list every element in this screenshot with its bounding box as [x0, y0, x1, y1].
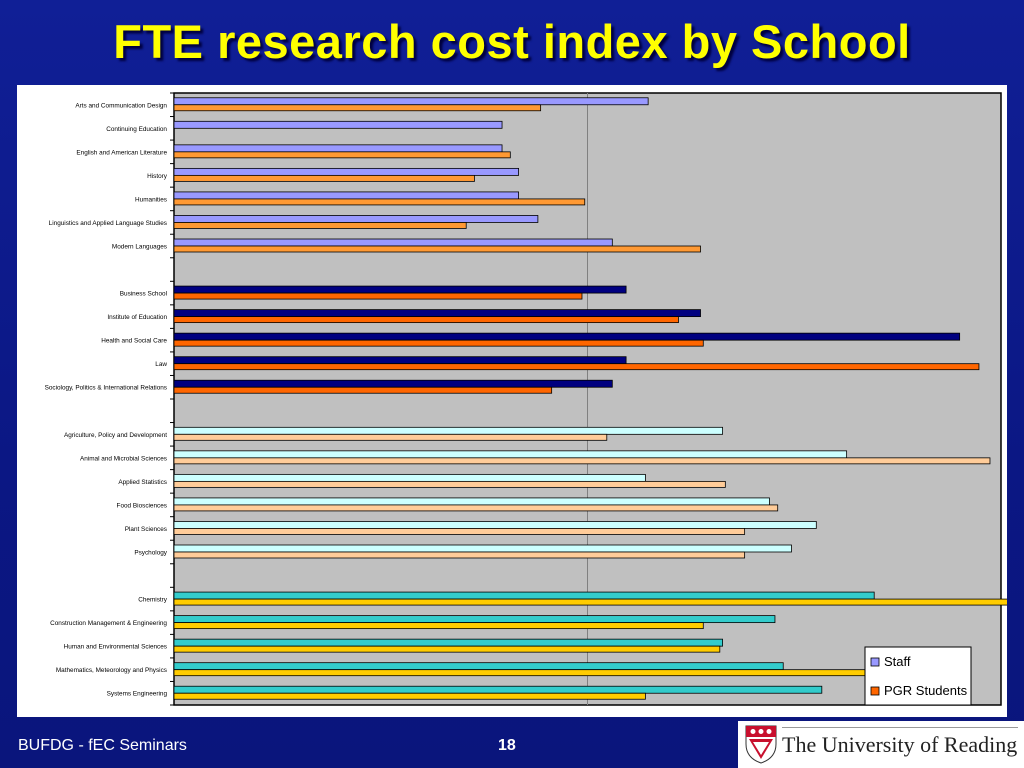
bar-pgr	[173, 551, 746, 559]
category-label: Construction Management & Engineering	[50, 620, 167, 627]
bar-pgr	[173, 292, 583, 300]
bar-pgr	[173, 504, 779, 512]
bar-staff	[173, 497, 770, 506]
bar-staff	[173, 379, 613, 388]
category-label: Psychology	[134, 550, 167, 557]
bar-staff	[173, 332, 961, 341]
bar-staff	[173, 309, 701, 318]
bar-staff	[173, 238, 613, 247]
category-label: Animal and Microbial Sciences	[80, 455, 167, 462]
bar-pgr	[173, 598, 1007, 606]
bar-staff	[173, 97, 649, 106]
bar-staff	[173, 450, 848, 459]
category-label: Continuing Education	[106, 126, 167, 133]
bar-staff	[173, 285, 627, 294]
page-number: 18	[498, 737, 516, 754]
bar-staff	[173, 215, 539, 223]
category-label: Human and Environmental Sciences	[64, 644, 167, 651]
slide-title: FTE research cost index by School	[113, 15, 911, 68]
bar-pgr	[173, 457, 991, 465]
logo-rule	[782, 727, 1018, 728]
bar-pgr	[173, 669, 916, 677]
bar-staff	[173, 426, 723, 435]
bar-staff	[173, 356, 627, 365]
bar-pgr	[173, 104, 542, 112]
bar-pgr	[173, 245, 701, 253]
category-label: English and American Literature	[76, 149, 167, 156]
bar-staff	[173, 685, 823, 694]
category-label: Business School	[120, 291, 167, 298]
bar-pgr	[173, 645, 721, 653]
bar-staff	[173, 591, 875, 600]
legend-box	[864, 646, 972, 706]
logo-text: The University of Reading	[782, 732, 1018, 757]
category-label: Applied Statistics	[118, 479, 167, 486]
bar-pgr	[173, 433, 608, 441]
category-label: Systems Engineering	[107, 691, 168, 698]
category-label: Mathematics, Meteorology and Physics	[56, 667, 167, 674]
bar-staff	[173, 544, 792, 553]
bar-staff	[173, 615, 776, 624]
category-label: Food Biosciences	[117, 502, 167, 509]
bar-pgr	[173, 151, 511, 159]
bar-pgr	[173, 174, 475, 182]
bar-staff	[173, 144, 503, 153]
category-label: Modern Languages	[112, 244, 167, 251]
bar-pgr	[173, 386, 553, 394]
legend-label-pgr: PGR Students	[884, 683, 968, 698]
chart-svg: Arts and Communication Design Continuing …	[45, 92, 1007, 706]
category-label: Health and Social Care	[101, 338, 167, 345]
category-label: Linguistics and Applied Language Studies	[49, 220, 167, 227]
category-label: Institute of Education	[107, 314, 167, 321]
category-label: Plant Sciences	[125, 526, 167, 533]
bar-pgr	[173, 480, 726, 488]
category-label: Arts and Communication Design	[75, 102, 167, 109]
bar-pgr	[173, 316, 679, 324]
category-label: Chemistry	[138, 597, 168, 604]
bar-pgr	[173, 528, 746, 535]
footer-seminar-label: BUFDG - fEC Seminars	[18, 737, 187, 754]
bar-pgr	[173, 222, 467, 229]
bar-pgr	[173, 622, 704, 630]
legend-label-staff: Staff	[884, 654, 911, 669]
bar-staff	[173, 521, 817, 529]
legend-swatch-pgr	[870, 686, 880, 696]
bar-chart: Arts and Communication Design Continuing …	[17, 85, 1007, 717]
bar-pgr	[173, 339, 704, 347]
category-label: Law	[155, 361, 167, 368]
bar-staff	[173, 473, 646, 482]
category-label: History	[147, 173, 168, 180]
category-label: Sociology, Politics & International Rela…	[45, 385, 167, 392]
bar-staff	[173, 191, 519, 200]
bar-pgr	[173, 363, 980, 371]
legend-swatch-staff	[870, 657, 880, 667]
category-label: Humanities	[135, 196, 167, 203]
bar-staff	[173, 167, 519, 176]
bar-staff	[173, 662, 784, 671]
bar-staff	[173, 638, 723, 647]
bar-staff	[173, 120, 503, 129]
university-logo: The University of Reading	[738, 721, 1024, 768]
bar-pgr	[173, 198, 586, 206]
crest-icon	[745, 725, 777, 764]
bar-pgr	[173, 692, 646, 700]
category-label: Agriculture, Policy and Development	[64, 432, 167, 439]
